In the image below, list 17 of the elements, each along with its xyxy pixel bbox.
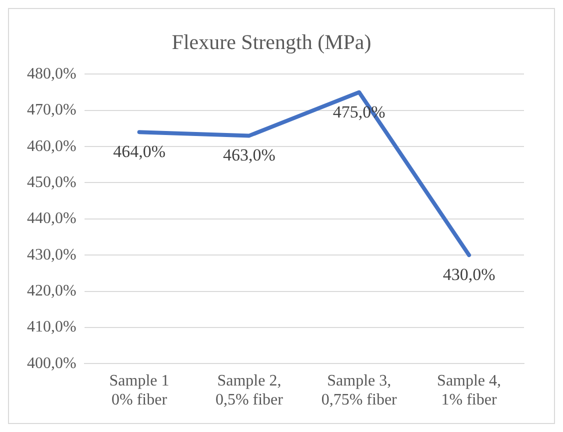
y-tick-label: 450,0%	[27, 174, 76, 191]
y-tick-label: 460,0%	[27, 138, 76, 155]
y-tick-label: 410,0%	[27, 318, 76, 336]
y-tick-label: 440,0%	[27, 210, 76, 228]
y-tick-label: 430,0%	[27, 246, 76, 264]
y-tick-label: 400,0%	[27, 354, 76, 372]
x-tick-label: Sample 4, 1% fiber	[437, 372, 502, 409]
x-tick-label: Sample 2, 0,5% fiber	[215, 372, 284, 409]
chart-title: Flexure Strength (MPa)	[172, 30, 372, 54]
x-tick-label: Sample 3, 0,75% fiber	[321, 372, 398, 409]
y-tick-label: 470,0%	[27, 102, 76, 119]
data-label: 464,0%	[113, 142, 166, 162]
data-label: 463,0%	[222, 146, 276, 165]
x-tick-label: Sample 1 0% fiber	[109, 372, 170, 409]
y-tick-label: 420,0%	[27, 282, 76, 300]
y-tick-label: 480,0%	[27, 65, 76, 82]
data-label: 430,0%	[442, 265, 496, 284]
